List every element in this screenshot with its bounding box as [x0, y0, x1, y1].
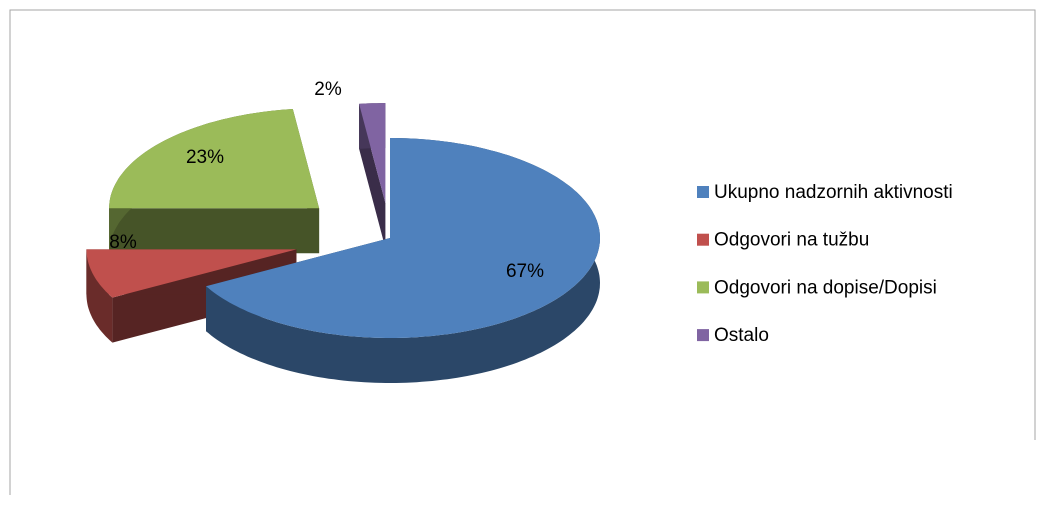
slice-top — [359, 103, 386, 204]
legend-label: Odgovori na tužbu — [714, 230, 869, 251]
slice-side — [109, 208, 320, 254]
legend-swatch — [697, 233, 709, 246]
legend-swatch — [697, 186, 709, 198]
data-label: 23% — [186, 147, 224, 168]
slice-top — [86, 249, 297, 298]
legend-label: Odgovori na dopise/Dopisi — [714, 277, 937, 298]
chart-frame — [9, 9, 1036, 495]
slice — [206, 138, 600, 383]
slice-top — [206, 138, 600, 338]
data-label: 67% — [506, 261, 544, 282]
data-label: 8% — [109, 232, 137, 253]
slice — [359, 103, 386, 249]
slice — [109, 109, 320, 254]
slice-top — [109, 109, 320, 209]
data-label: 2% — [314, 79, 342, 100]
slice-wall — [86, 249, 113, 343]
legend-label: Ukupno nadzornih aktivnosti — [714, 182, 953, 203]
legend-swatch — [697, 281, 709, 294]
legend-swatch — [697, 329, 709, 342]
legend-label: Ostalo — [714, 325, 769, 346]
